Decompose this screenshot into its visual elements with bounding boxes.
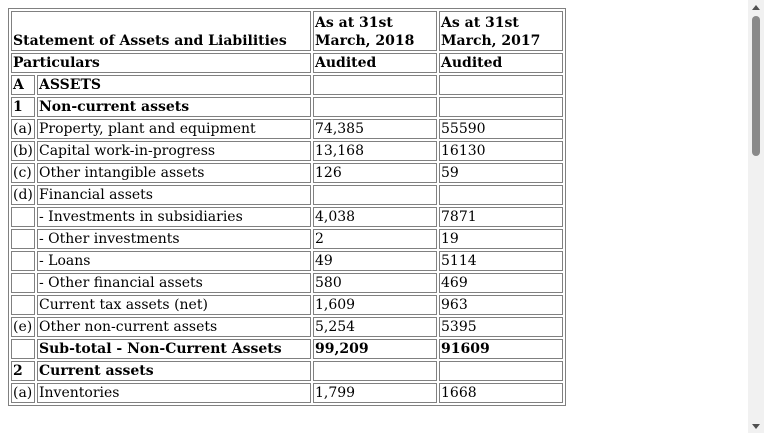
row-label: - Loans	[37, 251, 311, 271]
row-value-2018	[313, 97, 437, 117]
row-value-2017: 1668	[439, 383, 563, 403]
row-value-2018: 13,168	[313, 141, 437, 161]
row-code	[11, 273, 35, 293]
table-subheader-row: Particulars Audited Audited	[11, 53, 563, 73]
row-value-2018: 580	[313, 273, 437, 293]
row-code	[11, 295, 35, 315]
table-row: A ASSETS	[11, 75, 563, 95]
row-value-2018: 4,038	[313, 207, 437, 227]
table-row: - Other investments 2 19	[11, 229, 563, 249]
row-value-2018	[313, 185, 437, 205]
row-code	[11, 207, 35, 227]
row-value-2017: 963	[439, 295, 563, 315]
vertical-scrollbar[interactable]	[748, 0, 764, 433]
table-row: - Other financial assets 580 469	[11, 273, 563, 293]
row-code	[11, 339, 35, 359]
row-code: (a)	[11, 383, 35, 403]
table-row: - Investments in subsidiaries 4,038 7871	[11, 207, 563, 227]
table-row: (b) Capital work-in-progress 13,168 16130	[11, 141, 563, 161]
table-row: - Loans 49 5114	[11, 251, 563, 271]
scroll-thumb[interactable]	[752, 16, 760, 156]
row-value-2018: 1,799	[313, 383, 437, 403]
row-code: (a)	[11, 119, 35, 139]
scroll-up-arrow-icon[interactable]	[748, 0, 764, 14]
row-code: (b)	[11, 141, 35, 161]
row-code: (e)	[11, 317, 35, 337]
table-row: Sub-total - Non-Current Assets 99,209 9160…	[11, 339, 563, 359]
particulars-header: Particulars	[11, 53, 311, 73]
row-value-2018: 1,609	[313, 295, 437, 315]
row-code: A	[11, 75, 35, 95]
row-label: Sub-total - Non-Current Assets	[37, 339, 311, 359]
row-value-2017: 469	[439, 273, 563, 293]
row-code: 1	[11, 97, 35, 117]
table-row: 1 Non-current assets	[11, 97, 563, 117]
row-value-2017: 91609	[439, 339, 563, 359]
row-value-2017: 5114	[439, 251, 563, 271]
row-label: Non-current assets	[37, 97, 311, 117]
row-value-2018: 99,209	[313, 339, 437, 359]
table-row: (a) Property, plant and equipment 74,385 55…	[11, 119, 563, 139]
row-value-2017	[439, 97, 563, 117]
row-label: Other intangible assets	[37, 163, 311, 183]
row-label: Inventories	[37, 383, 311, 403]
row-label: Property, plant and equipment	[37, 119, 311, 139]
assets-liabilities-table: Statement of Assets and Liabilities As a…	[8, 8, 566, 406]
row-code: (d)	[11, 185, 35, 205]
row-label: Other non-current assets	[37, 317, 311, 337]
row-value-2017: 7871	[439, 207, 563, 227]
table-row: (d) Financial assets	[11, 185, 563, 205]
row-value-2018	[313, 75, 437, 95]
row-label: - Investments in subsidiaries	[37, 207, 311, 227]
audited-label-2017: Audited	[439, 53, 563, 73]
scroll-down-arrow-icon[interactable]	[748, 419, 764, 433]
audited-label-2018: Audited	[313, 53, 437, 73]
column-header-2018: As at 31st March, 2018	[313, 11, 437, 51]
column-header-2017: As at 31st March, 2017	[439, 11, 563, 51]
row-label: Capital work-in-progress	[37, 141, 311, 161]
row-code	[11, 229, 35, 249]
row-value-2017	[439, 361, 563, 381]
row-value-2017: 5395	[439, 317, 563, 337]
row-label: - Other investments	[37, 229, 311, 249]
row-value-2017	[439, 75, 563, 95]
table-row: Current tax assets (net) 1,609 963	[11, 295, 563, 315]
statement-title: Statement of Assets and Liabilities	[11, 11, 311, 51]
row-value-2018: 49	[313, 251, 437, 271]
document-viewport: Statement of Assets and Liabilities As a…	[8, 8, 566, 406]
table-header-row: Statement of Assets and Liabilities As a…	[11, 11, 563, 51]
row-value-2017: 59	[439, 163, 563, 183]
table-row: (a) Inventories 1,799 1668	[11, 383, 563, 403]
row-label: Financial assets	[37, 185, 311, 205]
table-row: (e) Other non-current assets 5,254 5395	[11, 317, 563, 337]
row-value-2017: 19	[439, 229, 563, 249]
table-row: 2 Current assets	[11, 361, 563, 381]
row-label: Current tax assets (net)	[37, 295, 311, 315]
row-label: Current assets	[37, 361, 311, 381]
row-value-2018: 126	[313, 163, 437, 183]
row-label: ASSETS	[37, 75, 311, 95]
row-code	[11, 251, 35, 271]
row-code: 2	[11, 361, 35, 381]
row-value-2018: 5,254	[313, 317, 437, 337]
row-value-2018	[313, 361, 437, 381]
row-value-2017: 16130	[439, 141, 563, 161]
row-code: (c)	[11, 163, 35, 183]
row-label: - Other financial assets	[37, 273, 311, 293]
row-value-2018: 74,385	[313, 119, 437, 139]
row-value-2017	[439, 185, 563, 205]
row-value-2018: 2	[313, 229, 437, 249]
row-value-2017: 55590	[439, 119, 563, 139]
table-row: (c) Other intangible assets 126 59	[11, 163, 563, 183]
